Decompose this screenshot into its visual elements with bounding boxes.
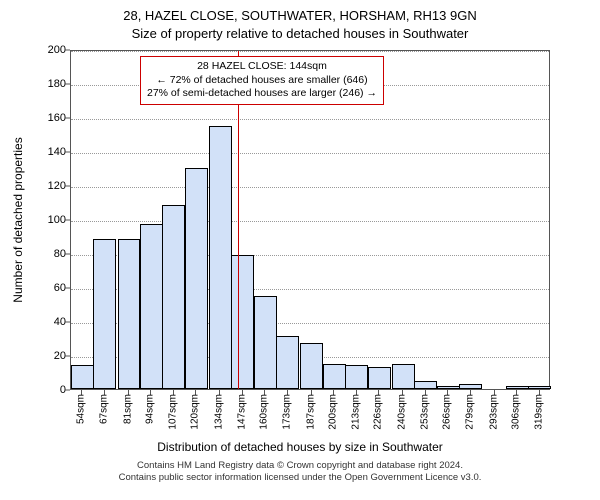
histogram-bar xyxy=(231,255,254,389)
annotation-line-2: ← 72% of detached houses are smaller (64… xyxy=(147,74,377,88)
histogram-bar xyxy=(368,367,391,389)
histogram-bar xyxy=(345,365,368,389)
y-tick-label: 40 xyxy=(26,316,66,328)
y-axis-label: Number of detached properties xyxy=(11,137,25,302)
histogram-bar xyxy=(392,364,415,390)
annotation-line-3: 27% of semi-detached houses are larger (… xyxy=(147,87,377,101)
histogram-bar xyxy=(71,365,94,389)
histogram-bar xyxy=(437,386,460,389)
y-tick-mark xyxy=(65,254,70,255)
x-tick-label: 266sqm xyxy=(442,394,453,430)
annotation-line-1: 28 HAZEL CLOSE: 144sqm xyxy=(147,60,377,74)
x-tick-label: 279sqm xyxy=(464,394,475,430)
y-tick-label: 80 xyxy=(26,248,66,260)
x-tick-label: 81sqm xyxy=(123,394,134,424)
y-tick-label: 120 xyxy=(26,180,66,192)
y-tick-mark xyxy=(65,288,70,289)
attribution-line-1: Contains HM Land Registry data © Crown c… xyxy=(137,460,463,471)
y-tick-label: 20 xyxy=(26,350,66,362)
x-tick-label: 54sqm xyxy=(76,394,87,424)
gridline xyxy=(71,119,549,120)
y-tick-mark xyxy=(65,84,70,85)
histogram-bar xyxy=(323,364,346,390)
histogram-bar xyxy=(93,239,116,389)
x-tick-label: 200sqm xyxy=(328,394,339,430)
x-tick-label: 226sqm xyxy=(373,394,384,430)
x-tick-label: 306sqm xyxy=(511,394,522,430)
histogram-bar xyxy=(254,296,277,390)
histogram-bar xyxy=(506,386,529,389)
y-tick-label: 160 xyxy=(26,112,66,124)
x-tick-label: 240sqm xyxy=(397,394,408,430)
histogram-bar xyxy=(209,126,232,390)
histogram-bar xyxy=(276,336,299,389)
y-tick-mark xyxy=(65,390,70,391)
y-tick-label: 60 xyxy=(26,282,66,294)
x-axis-label: Distribution of detached houses by size … xyxy=(0,440,600,454)
histogram-bar xyxy=(459,384,482,389)
annotation-box: 28 HAZEL CLOSE: 144sqm ← 72% of detached… xyxy=(140,56,384,105)
x-tick-label: 94sqm xyxy=(145,394,156,424)
x-tick-label: 107sqm xyxy=(167,394,178,430)
gridline xyxy=(71,187,549,188)
y-tick-mark xyxy=(65,220,70,221)
y-tick-mark xyxy=(65,152,70,153)
y-tick-label: 200 xyxy=(26,44,66,56)
histogram-chart: 28, HAZEL CLOSE, SOUTHWATER, HORSHAM, RH… xyxy=(0,0,600,500)
histogram-bar xyxy=(414,381,437,390)
y-tick-mark xyxy=(65,118,70,119)
histogram-bar xyxy=(528,386,551,389)
histogram-bar xyxy=(140,224,163,389)
x-tick-label: 173sqm xyxy=(281,394,292,430)
x-tick-label: 253sqm xyxy=(419,394,430,430)
x-tick-label: 160sqm xyxy=(259,394,270,430)
y-tick-mark xyxy=(65,322,70,323)
gridline xyxy=(71,153,549,154)
y-tick-mark xyxy=(65,50,70,51)
y-tick-mark xyxy=(65,356,70,357)
y-tick-label: 0 xyxy=(26,384,66,396)
x-tick-label: 213sqm xyxy=(350,394,361,430)
histogram-bar xyxy=(185,168,208,389)
x-tick-label: 319sqm xyxy=(533,394,544,430)
x-tick-label: 134sqm xyxy=(214,394,225,430)
histogram-bar xyxy=(300,343,323,389)
x-tick-label: 187sqm xyxy=(305,394,316,430)
gridline xyxy=(71,51,549,52)
gridline xyxy=(71,221,549,222)
y-tick-mark xyxy=(65,186,70,187)
y-tick-label: 140 xyxy=(26,146,66,158)
histogram-bar xyxy=(162,205,185,389)
attribution-text: Contains HM Land Registry data © Crown c… xyxy=(0,460,600,485)
y-tick-label: 100 xyxy=(26,214,66,226)
chart-title-sub: Size of property relative to detached ho… xyxy=(0,26,600,41)
x-tick-label: 293sqm xyxy=(488,394,499,430)
x-tick-label: 147sqm xyxy=(236,394,247,430)
x-tick-label: 67sqm xyxy=(98,394,109,424)
attribution-line-2: Contains public sector information licen… xyxy=(119,472,482,483)
chart-title-main: 28, HAZEL CLOSE, SOUTHWATER, HORSHAM, RH… xyxy=(0,8,600,23)
x-tick-label: 120sqm xyxy=(190,394,201,430)
y-tick-label: 180 xyxy=(26,78,66,90)
histogram-bar xyxy=(118,239,141,389)
